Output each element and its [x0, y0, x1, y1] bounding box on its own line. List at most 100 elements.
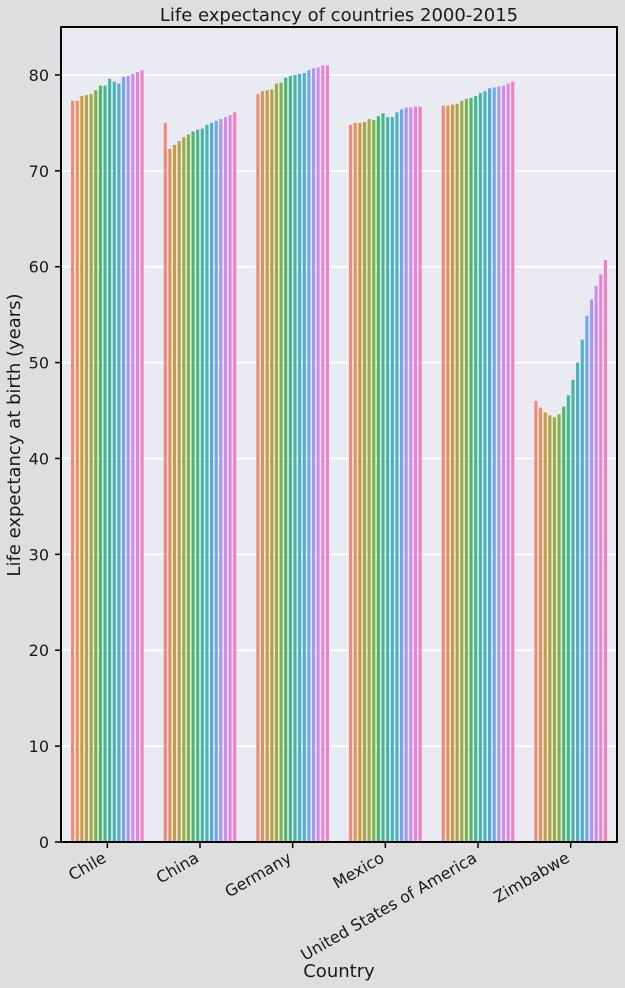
y-tick-label: 30 — [29, 545, 49, 564]
bar — [455, 103, 459, 842]
bar — [552, 417, 557, 842]
bar — [112, 81, 116, 842]
bar — [103, 85, 107, 843]
bar — [80, 96, 84, 843]
x-tick-label: China — [153, 848, 202, 887]
bar — [358, 122, 362, 842]
bar — [163, 122, 167, 842]
bar — [233, 112, 237, 843]
bar — [270, 89, 274, 842]
bar — [395, 112, 399, 843]
y-tick-label: 60 — [29, 258, 49, 277]
y-tick-label: 50 — [29, 354, 49, 373]
bar — [121, 76, 126, 843]
bar — [293, 74, 297, 842]
bar — [265, 90, 269, 842]
bar — [186, 134, 190, 842]
bar — [399, 109, 404, 842]
y-tick-label: 70 — [29, 162, 49, 181]
gridlines — [61, 73, 617, 748]
bar — [140, 70, 144, 842]
bar — [228, 115, 232, 842]
y-tick-label: 20 — [29, 641, 49, 660]
y-axis-ticks: 0 10 20 30 40 50 60 70 80 — [29, 66, 61, 852]
bar — [298, 73, 302, 843]
bar — [126, 75, 130, 842]
bar — [84, 95, 89, 842]
bar — [511, 81, 515, 842]
bar — [381, 113, 385, 843]
x-axis-title: Country — [303, 961, 375, 982]
bar — [302, 73, 306, 842]
plot-background — [61, 27, 617, 842]
bar — [571, 379, 575, 842]
x-tick-label: Germany — [221, 848, 294, 901]
bar — [580, 339, 584, 842]
bar — [534, 400, 538, 842]
bar — [441, 105, 445, 843]
bar — [117, 83, 121, 842]
bar — [562, 406, 566, 842]
bar — [478, 93, 482, 842]
bar — [483, 91, 487, 843]
bar — [497, 86, 501, 842]
x-tick-label: United States of America — [297, 848, 480, 964]
bar — [409, 107, 413, 843]
bar — [260, 91, 265, 843]
bar — [576, 362, 580, 842]
x-tick-label: Zimbabwe — [490, 848, 572, 906]
bar — [135, 72, 140, 842]
bar — [98, 85, 102, 843]
bar — [474, 96, 478, 843]
bar — [311, 68, 316, 843]
bar — [94, 90, 98, 842]
bar — [367, 119, 371, 843]
bar — [223, 117, 228, 842]
bar — [492, 87, 496, 842]
bar — [284, 77, 288, 842]
bar — [460, 100, 464, 842]
bar — [413, 106, 418, 842]
bar — [288, 75, 292, 842]
bar — [71, 100, 75, 842]
bar — [566, 395, 570, 842]
bar — [353, 122, 357, 842]
bar — [589, 299, 594, 842]
chart-title: Life expectancy of countries 2000-2015 — [160, 5, 518, 26]
bar — [418, 106, 422, 842]
bar — [548, 415, 552, 842]
bar — [172, 144, 177, 842]
bar — [191, 131, 195, 842]
bar — [390, 117, 394, 842]
bar — [450, 104, 455, 842]
bar — [446, 105, 450, 843]
bar — [182, 137, 186, 842]
bar — [585, 315, 589, 842]
bar — [501, 85, 506, 843]
bar — [168, 148, 172, 842]
bar — [488, 88, 492, 843]
bar — [386, 117, 390, 842]
bar — [316, 67, 320, 842]
bar — [307, 70, 311, 842]
bar — [603, 259, 607, 842]
bar — [321, 65, 325, 843]
bar — [349, 124, 353, 843]
bar — [177, 141, 181, 843]
y-tick-label: 10 — [29, 737, 49, 756]
bar — [108, 78, 112, 842]
bar — [464, 98, 468, 842]
bars — [71, 65, 607, 843]
bar — [376, 116, 380, 843]
x-tick-label: Mexico — [329, 848, 387, 892]
y-tick-label: 40 — [29, 449, 49, 468]
bar — [256, 94, 260, 843]
bar — [543, 412, 547, 842]
bar — [506, 83, 510, 842]
bar — [538, 407, 543, 842]
bar — [219, 119, 223, 843]
bar — [362, 121, 367, 843]
bar — [279, 82, 283, 843]
bar — [210, 122, 214, 842]
